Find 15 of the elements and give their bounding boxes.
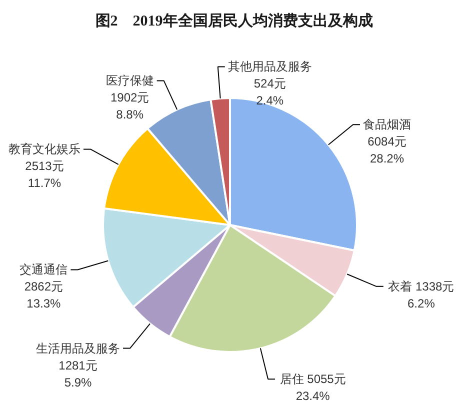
slice-label: 食品烟酒 (363, 118, 412, 132)
data-label: 6084元 28.2% (368, 134, 406, 166)
data-label: 2862元 13.3% (24, 280, 64, 311)
slice-label: 交通通信 (20, 262, 68, 277)
data-label: 1281元 5.9% (58, 358, 98, 390)
slice-label: 其他用品及服务 (228, 60, 312, 74)
slice-label: 生活用品及服务 (36, 341, 120, 356)
slice-label: 医疗保健 (106, 74, 154, 88)
data-label: 2513元 11.7% (25, 159, 64, 190)
data-label: 524元 2.4% (254, 76, 286, 108)
slice-label: 衣着 1338元 6.2% (388, 279, 454, 310)
chart-title: 图2 2019年全国居民人均消费支出及构成 (95, 12, 373, 30)
slice-label: 居住 5055元 23.4% (280, 372, 346, 402)
slice-label: 教育文化娱乐 (8, 142, 80, 156)
data-label: 1902元 8.8% (110, 90, 150, 122)
